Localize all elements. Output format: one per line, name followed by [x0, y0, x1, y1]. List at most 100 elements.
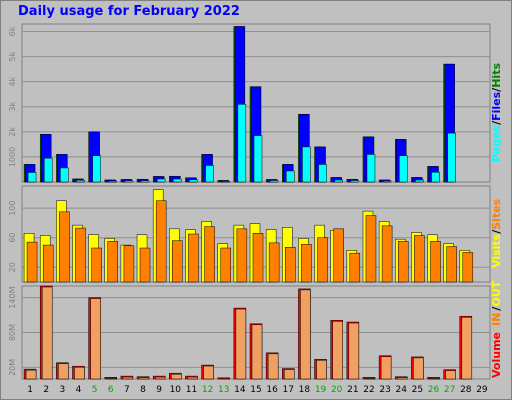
legend-hits: Hits — [490, 63, 503, 88]
xtick-day-8: 8 — [140, 385, 146, 395]
sites-bar-4 — [75, 227, 86, 283]
xtick-day-20: 20 — [331, 385, 343, 395]
sites-bar-23 — [381, 225, 393, 283]
sites-bar-12 — [204, 226, 215, 283]
sites-bar-14 — [236, 228, 248, 283]
pages-bar-24 — [398, 155, 408, 183]
xtick-day-26: 26 — [428, 385, 440, 395]
chart-title: Daily usage for February 2022 — [18, 4, 240, 19]
xtick-day-16: 16 — [266, 385, 278, 395]
xtick-day-9: 9 — [156, 385, 162, 395]
xtick-day-12: 12 — [202, 385, 213, 395]
legend-sep-2: / — [490, 87, 503, 92]
xtick-day-5: 5 — [92, 385, 98, 395]
legend-sep-4: / — [490, 306, 503, 311]
pages-bar-22 — [366, 154, 376, 183]
xtick-day-28: 28 — [460, 385, 472, 395]
volume-in-bar-25 — [413, 357, 424, 380]
xtick-day-23: 23 — [379, 385, 390, 395]
pages-bar-13 — [221, 180, 230, 183]
volume-in-bar-21 — [348, 322, 360, 380]
legend-files: Files — [490, 91, 503, 121]
panel-2-ytick-1: 80M — [8, 324, 17, 341]
pages-bar-4 — [76, 179, 85, 183]
volume-in-bar-5 — [90, 298, 101, 380]
legend-top: Pages/Files/Hits — [490, 63, 503, 162]
volume-in-bar-7 — [122, 376, 134, 380]
pages-bar-12 — [205, 165, 214, 183]
sites-bar-24 — [397, 241, 409, 283]
pages-bar-15 — [253, 135, 263, 183]
sites-bar-27 — [446, 246, 457, 283]
sites-bar-5 — [91, 247, 102, 283]
xtick-day-3: 3 — [59, 385, 65, 395]
sites-bar-26 — [430, 241, 441, 283]
sites-bar-22 — [365, 215, 377, 283]
volume-in-bar-18 — [300, 289, 311, 380]
panel-0-ytick-0: 1000 — [8, 147, 17, 167]
panel-1-ytick-0: 20 — [8, 262, 17, 272]
sites-bar-1 — [26, 241, 38, 283]
volume-in-bar-1 — [25, 369, 37, 380]
volume-in-bar-4 — [74, 366, 85, 380]
pages-bar-1 — [27, 172, 37, 183]
volume-in-bar-2 — [41, 286, 53, 380]
panel-0-ytick-3: 4k — [8, 76, 17, 86]
volume-in-bar-17 — [284, 369, 295, 380]
pages-bar-26 — [431, 171, 440, 183]
pages-bar-19 — [318, 164, 327, 183]
pages-bar-27 — [447, 132, 456, 183]
panel-2-ytick-2: 140M — [8, 286, 17, 308]
volume-in-bar-23 — [380, 356, 392, 380]
xtick-day-24: 24 — [396, 385, 408, 395]
xtick-day-22: 22 — [363, 385, 374, 395]
xtick-day-14: 14 — [234, 385, 246, 395]
legend-pages: Pages — [490, 124, 503, 162]
sites-bar-3 — [59, 211, 70, 283]
pages-bar-6 — [108, 180, 118, 183]
volume-in-bar-12 — [203, 365, 214, 380]
xtick-day-27: 27 — [444, 385, 455, 395]
sites-bar-6 — [107, 241, 119, 283]
pages-bar-14 — [237, 104, 247, 183]
sites-bar-21 — [349, 252, 361, 283]
legend-visits: Visits — [490, 233, 503, 268]
xtick-day-10: 10 — [170, 385, 182, 395]
pages-bar-9 — [156, 178, 166, 183]
pages-bar-20 — [334, 179, 343, 183]
volume-in-bar-3 — [58, 363, 69, 380]
xtick-day-4: 4 — [76, 385, 82, 395]
volume-in-bar-26 — [429, 378, 440, 380]
sites-bar-15 — [252, 233, 264, 283]
pages-bar-10 — [173, 178, 182, 183]
pages-bar-8 — [140, 180, 150, 183]
xtick-day-7: 7 — [124, 385, 130, 395]
pages-bar-2 — [43, 157, 53, 183]
sites-bar-7 — [123, 245, 135, 283]
xtick-day-29: 29 — [476, 385, 488, 395]
volume-in-bar-19 — [316, 359, 327, 380]
xtick-day-25: 25 — [412, 385, 423, 395]
volume-in-bar-24 — [396, 377, 408, 380]
volume-in-bar-27 — [445, 370, 456, 380]
panel-0-ytick-1: 2k — [8, 127, 17, 137]
volume-in-bar-10 — [171, 373, 182, 380]
pages-bar-17 — [286, 170, 295, 183]
volume-in-bar-20 — [332, 321, 343, 380]
volume-in-bar-6 — [106, 378, 118, 380]
xtick-day-13: 13 — [218, 385, 229, 395]
xtick-day-15: 15 — [250, 385, 261, 395]
xtick-day-21: 21 — [347, 385, 358, 395]
panel-0-ytick-2: 3k — [8, 102, 17, 112]
pages-bar-7 — [124, 180, 134, 183]
sites-bar-20 — [333, 228, 344, 283]
sites-bar-2 — [42, 244, 54, 283]
sites-bar-18 — [301, 244, 312, 283]
xtick-day-2: 2 — [43, 385, 49, 395]
xtick-day-11: 11 — [186, 385, 197, 395]
panel-2-ytick-0: 20M — [8, 359, 17, 376]
legend-sites: Sites — [490, 198, 503, 229]
sites-bar-13 — [220, 247, 231, 283]
xtick-day-18: 18 — [299, 385, 311, 395]
